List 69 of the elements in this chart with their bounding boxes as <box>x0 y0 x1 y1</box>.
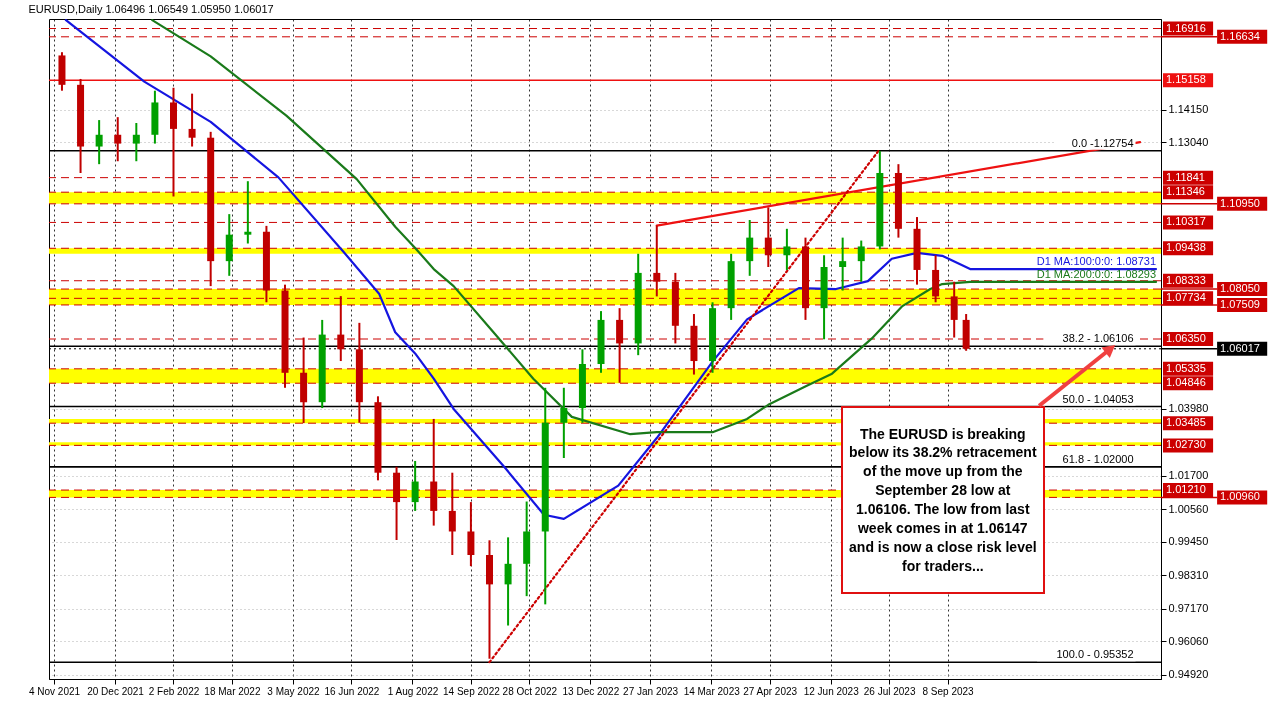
ref-line-label: 1.08050 <box>1220 282 1260 295</box>
y-tick-label: 1.01700 <box>1168 469 1209 482</box>
x-tick-label: 14 Mar 2023 <box>683 685 741 697</box>
ref-line-label: 1.11346 <box>1166 185 1205 198</box>
annotation: 50.0 - 1.04053 <box>1062 392 1134 405</box>
candlestick <box>746 219 754 277</box>
x-tick-label: 8 Sep 2023 <box>922 685 975 697</box>
candlestick <box>504 536 512 627</box>
x-tick-label: 28 Oct 2022 <box>502 685 558 697</box>
line-series <box>64 19 1158 520</box>
x-tick-label: 26 Jul 2023 <box>863 685 916 697</box>
candlestick <box>188 92 196 148</box>
series-label: D1 MA:100:0:0: 1.08731 <box>1036 255 1156 268</box>
candlestick <box>783 227 791 271</box>
ref-line-label: 1.05335 <box>1166 361 1206 374</box>
y-tick-label: 0.97170 <box>1168 602 1209 615</box>
x-tick-label: 2 Feb 2022 <box>148 685 200 697</box>
y-tick-label: 0.96060 <box>1168 634 1209 647</box>
x-tick-label: 16 Jun 2022 <box>324 685 380 697</box>
x-tick-label: 14 Sep 2022 <box>443 685 501 697</box>
series-label: D1 MA:200:0:0: 1.08293 <box>1036 267 1156 280</box>
candlestick <box>95 119 103 166</box>
x-tick-label: 27 Jan 2023 <box>623 685 679 697</box>
x-tick-label: 13 Dec 2022 <box>562 685 620 697</box>
ref-line-label: 1.02730 <box>1166 438 1206 451</box>
ref-line-label: 1.06350 <box>1166 332 1206 345</box>
ref-line-label: 1.10950 <box>1220 196 1260 209</box>
candlestick <box>411 459 419 512</box>
x-tick-label: 4 Nov 2021 <box>28 685 81 697</box>
candlestick <box>132 122 140 163</box>
ref-line-label: 1.07734 <box>1166 291 1206 304</box>
x-tick-label: 27 Apr 2023 <box>743 685 798 697</box>
ref-line-label: 1.03485 <box>1166 416 1206 429</box>
ref-line-label: 1.16634 <box>1220 29 1260 42</box>
ref-line-label: 1.01210 <box>1166 483 1206 496</box>
ref-line-label: 1.04846 <box>1166 376 1206 389</box>
x-tick-label: 18 Mar 2022 <box>204 685 261 697</box>
y-tick-label: 0.94920 <box>1168 668 1209 681</box>
annotation: 38.2 - 1.06106 <box>1062 332 1134 345</box>
ref-line-label: 1.07509 <box>1220 297 1260 310</box>
x-tick-label: 1 Aug 2022 <box>387 685 439 697</box>
ref-line-label: 1.11841 <box>1166 170 1205 183</box>
candlestick <box>244 180 252 245</box>
y-tick-label: 1.14150 <box>1168 103 1209 116</box>
y-tick-label: 0.99450 <box>1168 535 1209 548</box>
ref-line-label: 1.00960 <box>1220 490 1260 503</box>
ref-line-label: 1.10317 <box>1166 215 1206 228</box>
annotation: 100.0 - 0.95352 <box>1056 648 1134 661</box>
ref-line-label: 1.15158 <box>1166 73 1206 86</box>
ref-line-label: 1.08333 <box>1166 273 1206 286</box>
candlestick <box>467 501 475 568</box>
y-tick-label: 1.03980 <box>1168 402 1209 415</box>
candlestick <box>839 236 847 292</box>
ref-line-label: 1.16916 <box>1166 21 1206 34</box>
ref-line-label: 1.09438 <box>1166 241 1206 254</box>
ref-line-label: 1.06017 <box>1220 341 1260 354</box>
y-tick-label: 0.98310 <box>1168 568 1209 581</box>
candlestick <box>114 116 122 163</box>
x-tick-label: 20 Dec 2021 <box>87 685 145 697</box>
y-tick-label: 1.13040 <box>1168 135 1209 148</box>
candlestick <box>857 239 865 283</box>
x-tick-label: 3 May 2022 <box>267 685 321 697</box>
y-tick-label: 1.00560 <box>1168 502 1209 515</box>
callout-box: The EURUSD is breaking below its 38.2% retracement of the move up from the September 28 low at 1.06106. The low from last week comes in at 1.06147 and is now a close risk level for traders... <box>840 405 1046 595</box>
x-tick-label: 12 Jun 2023 <box>803 685 860 697</box>
chart-title: EURUSD,Daily 1.06496 1.06549 1.05950 1.06017 <box>28 3 274 15</box>
annotation: 61.8 - 1.02000 <box>1062 452 1134 465</box>
annotation: 0.0 -1.12754 <box>1071 136 1134 149</box>
candlestick <box>560 386 568 460</box>
